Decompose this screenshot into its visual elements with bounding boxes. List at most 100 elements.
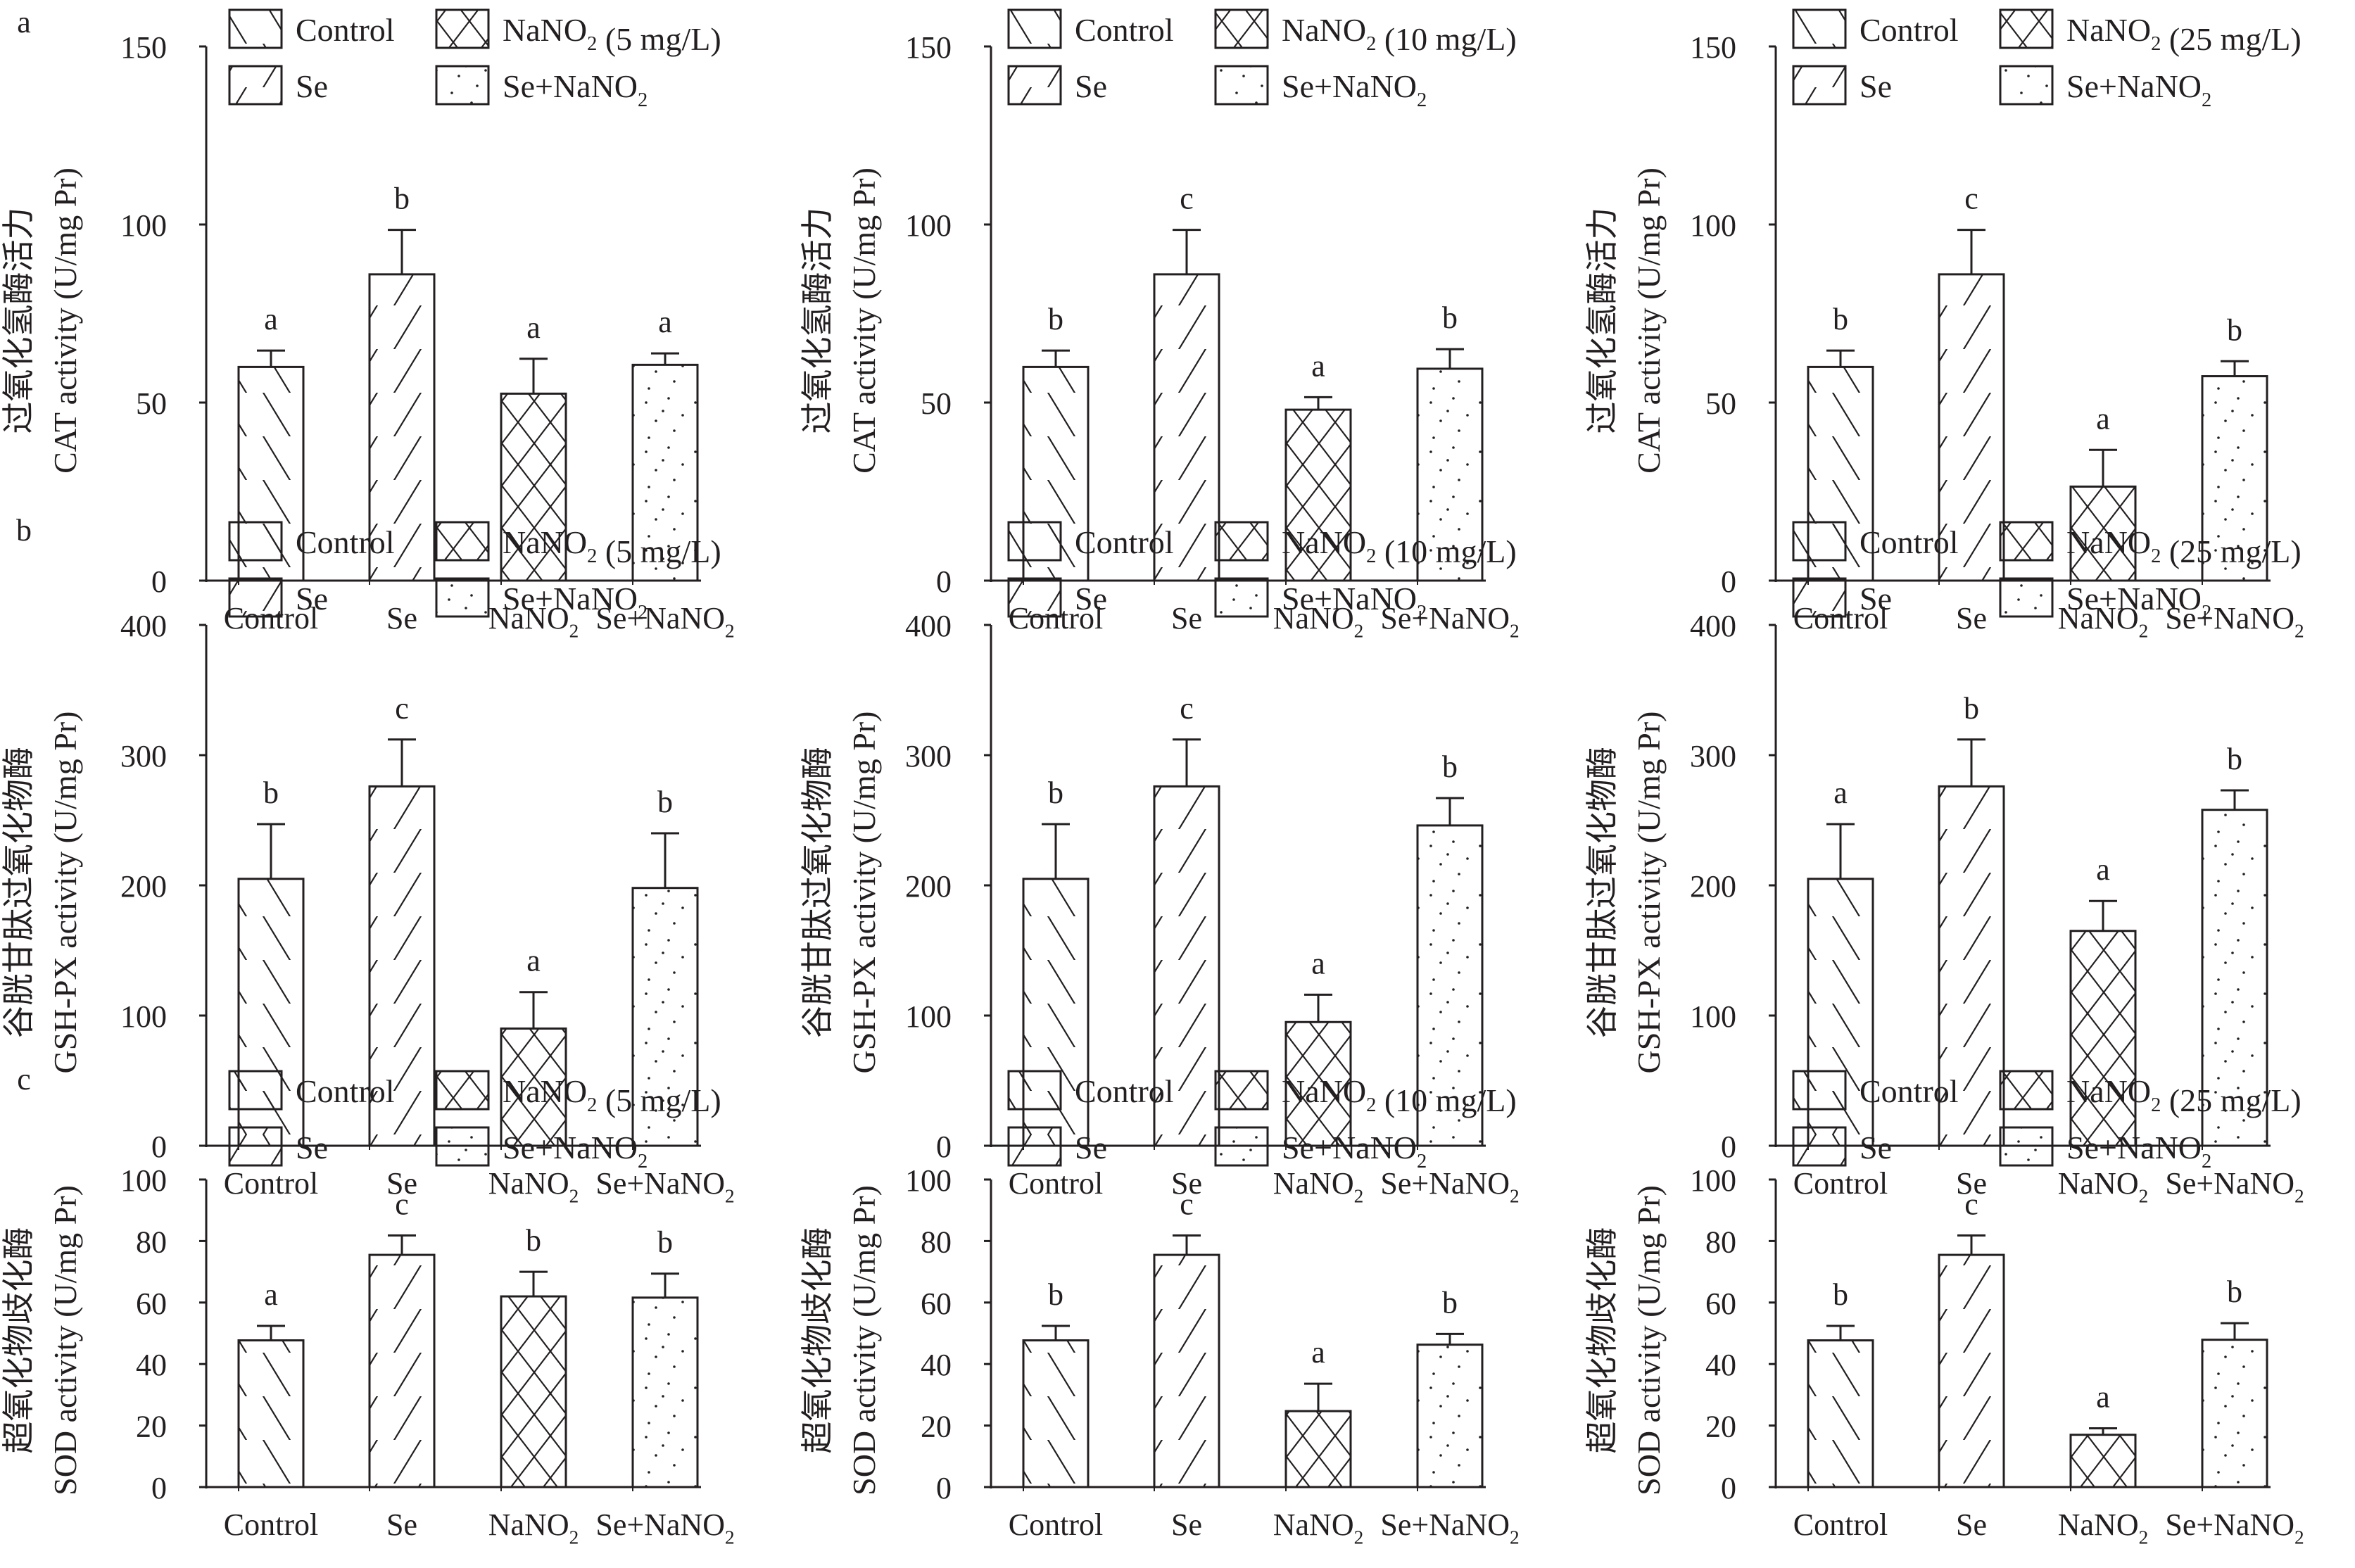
bar-nano	[2069, 485, 2137, 582]
x-tick-label: NaNO2	[2058, 1166, 2149, 1206]
legend-item: Se+NaNO2	[1999, 1126, 2211, 1172]
x-tick-label: Se	[386, 1507, 417, 1542]
legend-label: Se+NaNO2	[2066, 68, 2211, 111]
y-tick-label: 50	[136, 386, 167, 421]
legend-label: Se	[296, 68, 328, 104]
legend-item: Control	[1007, 8, 1174, 49]
x-tick-label: NaNO2	[488, 1166, 579, 1206]
legend-label: Se+NaNO2	[1282, 1130, 1427, 1172]
legend-label: NaNO2 (10 mg/L)	[1282, 524, 1517, 569]
bar-se	[1938, 273, 2005, 582]
legend-label: Se+NaNO2	[503, 581, 648, 624]
significance-letter: b	[1048, 776, 1063, 810]
significance-letter: b	[1442, 1285, 1458, 1320]
significance-letter: a	[1833, 776, 1848, 810]
legend-item: Se+NaNO2	[435, 577, 648, 624]
y-tick-label: 400	[905, 609, 952, 643]
legend-swatch	[1792, 8, 1847, 49]
legend-label: Se+NaNO2	[2066, 1130, 2211, 1172]
x-tick-label: Control	[224, 1507, 318, 1542]
legend-swatch	[1214, 8, 1269, 49]
legend-item: Se+NaNO2	[1999, 65, 2211, 111]
significance-letter: b	[526, 1223, 541, 1258]
chart-panel-c-1: c 超氧化物歧化酶 SOD activity (U/mg Pr) 0 20 40 60 80…	[1, 1062, 735, 1548]
bar-nano	[1284, 1410, 1352, 1488]
significance-letter: a	[264, 1277, 278, 1312]
y-axis-label-cn: 谷胱甘肽过氧化物酶	[800, 747, 835, 1038]
y-tick-label: 400	[120, 609, 167, 643]
legend-item: Control	[228, 8, 395, 49]
bar-se	[1153, 1253, 1220, 1488]
y-tick-label: 100	[120, 208, 167, 243]
y-tick-label: 100	[905, 208, 952, 243]
x-tick-label: Se+NaNO2	[595, 601, 734, 641]
y-tick-label: 100	[905, 1163, 952, 1198]
legend-item: Se+NaNO2	[1999, 577, 2211, 624]
legend-item: NaNO2 (10 mg/L)	[1214, 1070, 1517, 1118]
y-tick-label: 150	[905, 30, 952, 65]
legend-item: NaNO2 (25 mg/L)	[1999, 521, 2302, 569]
bar-se	[368, 1253, 436, 1488]
y-tick-label: 100	[1690, 999, 1736, 1034]
legend-swatch	[1792, 1070, 1847, 1111]
y-axis-label-en: CAT activity (U/mg Pr)	[846, 167, 882, 474]
significance-letter: a	[1311, 1335, 1325, 1370]
bar-nano	[1284, 1020, 1352, 1147]
significance-letter: b	[657, 785, 673, 819]
y-tick-label: 400	[1690, 609, 1736, 643]
y-tick-label: 50	[921, 386, 952, 421]
bar-se	[1153, 273, 1220, 582]
y-tick-label: 0	[151, 1130, 167, 1164]
y-tick-label: 200	[1690, 869, 1736, 904]
legend-swatch	[1792, 65, 1847, 106]
significance-letter: b	[2227, 312, 2242, 347]
bar-control	[237, 1339, 305, 1488]
legend-item: Control	[228, 521, 395, 562]
legend-label: NaNO2 (10 mg/L)	[1282, 1073, 1517, 1118]
legend-label: Se	[296, 1130, 328, 1165]
x-tick-label: Se+NaNO2	[2165, 1507, 2304, 1548]
significance-letter: b	[1048, 1277, 1063, 1312]
bar-se+nano	[631, 363, 699, 582]
legend-item: NaNO2 (5 mg/L)	[435, 1070, 721, 1118]
y-tick-label: 40	[1705, 1348, 1736, 1382]
legend-item: NaNO2 (10 mg/L)	[1214, 521, 1517, 569]
significance-letter: c	[1180, 1187, 1194, 1222]
legend-swatch	[228, 1070, 283, 1111]
y-tick-label: 100	[120, 1163, 167, 1198]
significance-letter: c	[1964, 1187, 1978, 1222]
legend-swatch	[435, 8, 490, 49]
y-axis-label-en: GSH-PX activity (U/mg Pr)	[1631, 712, 1667, 1074]
y-tick-label: 150	[1690, 30, 1736, 65]
legend-item: Se+NaNO2	[1214, 577, 1427, 624]
y-axis-label-cn: 谷胱甘肽过氧化物酶	[1584, 747, 1620, 1038]
legend-label: NaNO2 (5 mg/L)	[503, 12, 721, 57]
y-tick-label: 60	[1705, 1286, 1736, 1321]
bar-se	[368, 273, 436, 582]
legend-swatch	[1999, 1126, 2054, 1167]
y-axis-label-cn: 过氧化氢酶活力	[1, 208, 37, 434]
y-tick-label: 200	[120, 869, 167, 904]
legend-label: Se+NaNO2	[503, 1130, 648, 1172]
y-tick-label: 0	[936, 1471, 952, 1505]
panel-label: c	[17, 1062, 31, 1096]
panel-label: b	[16, 513, 32, 548]
bar-se	[1938, 1253, 2005, 1488]
significance-letter: a	[526, 310, 541, 345]
y-axis-label-en: SOD activity (U/mg Pr)	[846, 1185, 882, 1496]
legend-swatch	[435, 65, 490, 106]
significance-letter: c	[1180, 182, 1194, 216]
legend-swatch	[1792, 577, 1847, 618]
significance-letter: a	[2096, 401, 2110, 436]
y-tick-label: 300	[1690, 739, 1736, 773]
legend-item: Se	[1007, 577, 1107, 618]
y-tick-label: 40	[921, 1348, 952, 1382]
y-tick-label: 0	[151, 1471, 167, 1505]
significance-letter: c	[395, 691, 409, 726]
y-tick-label: 100	[1690, 1163, 1736, 1198]
significance-letter: b	[1833, 1277, 1848, 1312]
y-axis-label-en: SOD activity (U/mg Pr)	[1631, 1185, 1667, 1496]
x-tick-label: NaNO2	[2058, 601, 2149, 641]
